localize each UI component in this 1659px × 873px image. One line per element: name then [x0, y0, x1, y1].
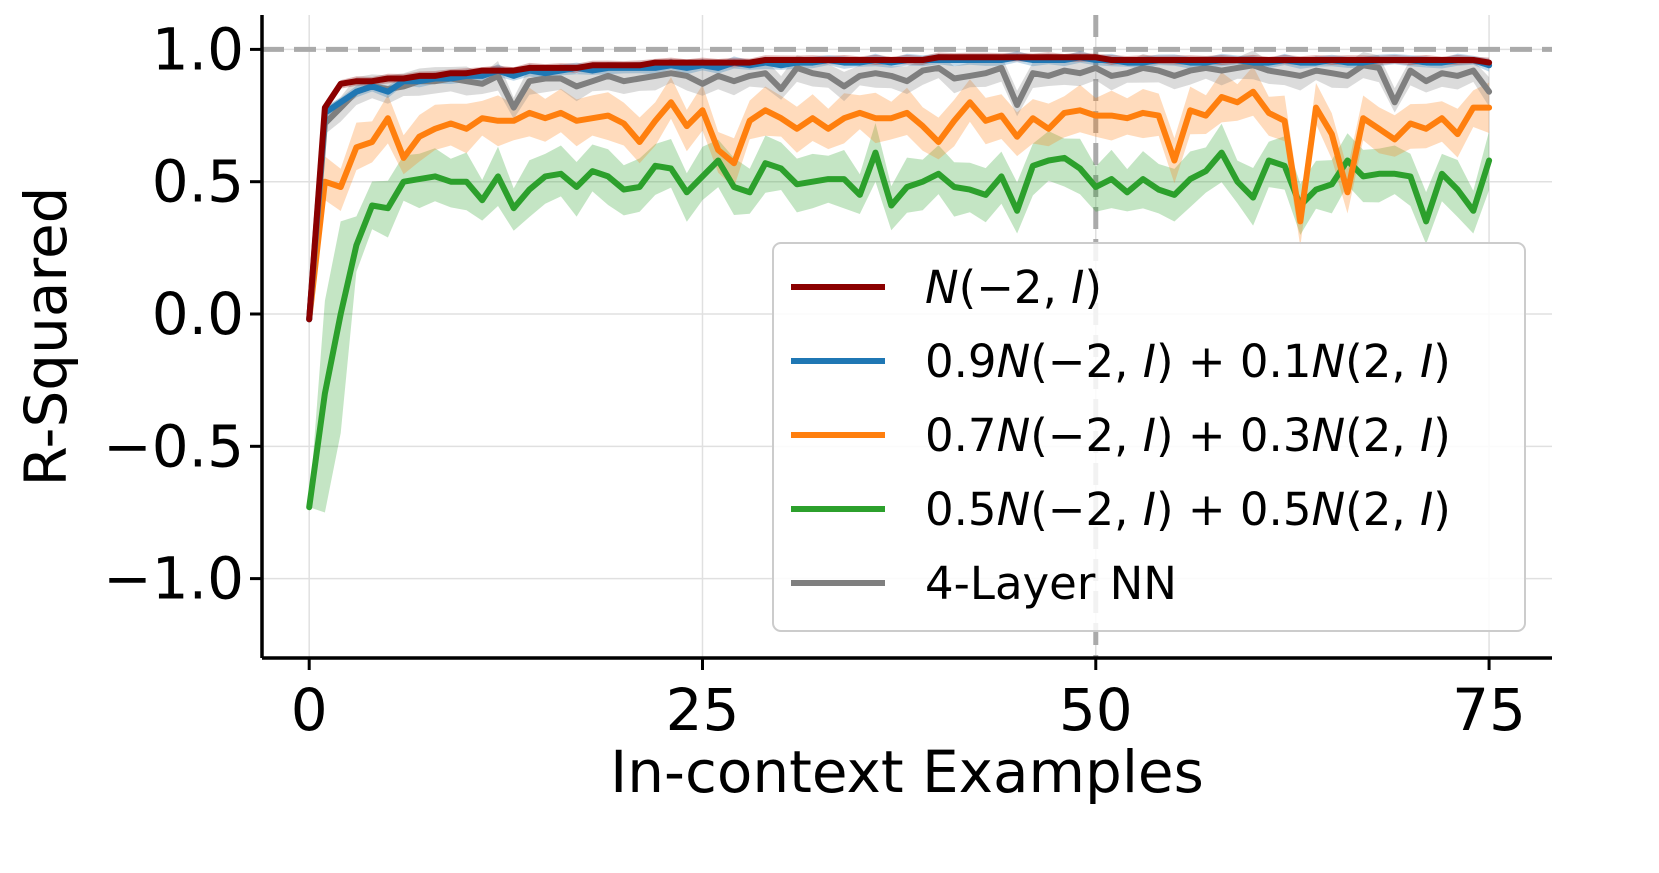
legend-label-part: 0.9: [925, 335, 997, 388]
legend: N(−2, I)0.9N(−2, I) + 0.1N(2, I)0.7N(−2,…: [772, 242, 1526, 632]
y-axis-label: R-Squared: [12, 187, 80, 487]
x-tick-label: 50: [1059, 676, 1133, 744]
legend-label-part: ): [1433, 483, 1451, 536]
y-tick-label: −0.5: [103, 412, 244, 480]
legend-label: 4-Layer NN: [925, 557, 1177, 610]
legend-label-part: I: [1143, 483, 1156, 536]
series-line-0: [306, 54, 1493, 323]
legend-box: [772, 242, 1526, 632]
legend-label-part: (2,: [1345, 335, 1420, 388]
legend-label-part: N: [997, 483, 1031, 536]
legend-label-part: I: [1143, 409, 1156, 462]
legend-label-part: ): [1433, 409, 1451, 462]
y-tick-label: 0.0: [152, 280, 244, 348]
series-line-2: [306, 88, 1493, 323]
x-tick-label: 75: [1452, 676, 1526, 744]
legend-label-part: N: [1311, 483, 1345, 536]
y-tick-label: 1.0: [152, 15, 244, 83]
legend-label-part: I: [1071, 261, 1084, 314]
legend-label-part: I: [1420, 335, 1433, 388]
legend-label-part: (−2,: [1030, 409, 1143, 462]
legend-label-part: (−2,: [1030, 335, 1143, 388]
tick-labels: 0 25 50 75 −1.0 −0.5 0.0 0.5 1.0: [103, 15, 1526, 744]
legend-label-part: (−2,: [959, 261, 1072, 314]
legend-label-part: 0.7: [925, 409, 997, 462]
series-line-4: [306, 62, 1493, 323]
legend-label-part: (2,: [1345, 409, 1420, 462]
legend-label-part: ) + 0.5: [1156, 483, 1311, 536]
legend-label: 0.9N(−2, I) + 0.1N(2, I): [925, 335, 1451, 388]
legend-label-part: ) + 0.1: [1156, 335, 1311, 388]
legend-label-part: ): [1433, 335, 1451, 388]
legend-label-part: I: [1143, 335, 1156, 388]
band-3: [309, 123, 1490, 513]
legend-label-part: N: [925, 261, 959, 314]
series-lines: [306, 54, 1493, 511]
x-axis-label: In-context Examples: [610, 738, 1204, 806]
legend-label-part: 0.5: [925, 483, 997, 536]
legend-label-part: ): [1084, 261, 1102, 314]
legend-label-part: 4-Layer NN: [925, 557, 1177, 610]
legend-label-part: (−2,: [1030, 483, 1143, 536]
y-tick-label: 0.5: [152, 148, 244, 216]
y-tick-label: −1.0: [103, 545, 244, 613]
legend-label-part: N: [997, 335, 1031, 388]
axes: [250, 15, 1552, 670]
x-tick-label: 25: [666, 676, 740, 744]
legend-label-part: I: [1420, 409, 1433, 462]
legend-label: N(−2, I): [925, 261, 1102, 314]
legend-label-part: N: [997, 409, 1031, 462]
legend-label-part: N: [1311, 335, 1345, 388]
legend-label-part: (2,: [1345, 483, 1420, 536]
legend-label: 0.5N(−2, I) + 0.5N(2, I): [925, 483, 1451, 536]
legend-label-part: ) + 0.3: [1156, 409, 1311, 462]
x-tick-label: 0: [291, 676, 328, 744]
legend-label-part: N: [1311, 409, 1345, 462]
band-2: [309, 66, 1490, 320]
legend-label-part: I: [1420, 483, 1433, 536]
legend-label: 0.7N(−2, I) + 0.3N(2, I): [925, 409, 1451, 462]
